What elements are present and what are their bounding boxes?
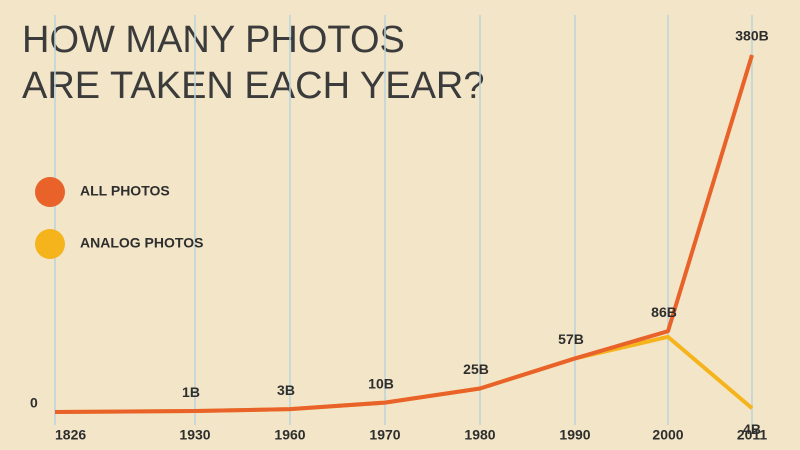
x-tick-label: 2011 [737,427,768,443]
legend-label: ALL PHOTOS [80,183,170,199]
data-label: 86B [651,304,677,320]
x-tick-label: 1960 [274,427,305,443]
x-tick-label: 1826 [55,427,86,443]
chart-title-line: ARE TAKEN EACH YEAR? [22,65,485,107]
series-line [54,54,754,414]
x-tick-label: 1930 [179,427,210,443]
data-label: 0 [30,395,38,411]
x-tick-label: 1970 [369,427,400,443]
x-tick-label: 1990 [559,427,590,443]
data-label: 57B [558,331,584,347]
data-label: 3B [277,382,295,398]
chart-title-line: HOW MANY PHOTOS [22,19,405,61]
legend-marker [35,229,65,259]
legend-marker [35,177,65,207]
x-tick-label: 2000 [652,427,683,443]
data-label: 4B [743,421,761,437]
x-tick-label: 1980 [464,427,495,443]
data-label: 10B [368,375,394,391]
data-label: 380B [735,28,768,44]
data-label: 25B [463,361,489,377]
legend-label: ANALOG PHOTOS [80,235,203,251]
data-label: 1B [182,384,200,400]
